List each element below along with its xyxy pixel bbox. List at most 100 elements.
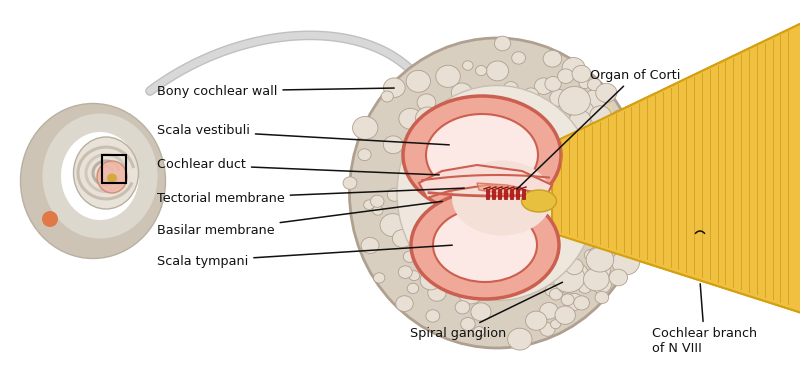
Polygon shape [477, 183, 522, 195]
Ellipse shape [587, 78, 601, 91]
Ellipse shape [358, 149, 371, 161]
Ellipse shape [387, 188, 402, 201]
Circle shape [611, 171, 618, 177]
Text: Spiral ganglion: Spiral ganglion [410, 282, 562, 340]
Circle shape [618, 237, 625, 244]
Ellipse shape [558, 86, 590, 115]
Ellipse shape [397, 86, 597, 300]
Ellipse shape [588, 143, 602, 156]
Polygon shape [557, 103, 612, 183]
Text: Cochlear branch
of N VIII: Cochlear branch of N VIII [652, 284, 757, 355]
Circle shape [597, 217, 601, 221]
Circle shape [562, 198, 568, 203]
Ellipse shape [574, 296, 590, 310]
Circle shape [657, 202, 665, 210]
Ellipse shape [620, 236, 645, 259]
Ellipse shape [578, 282, 591, 293]
Ellipse shape [534, 78, 553, 95]
Ellipse shape [564, 293, 583, 311]
Ellipse shape [74, 137, 138, 209]
Ellipse shape [612, 250, 639, 275]
Ellipse shape [494, 36, 510, 51]
Ellipse shape [610, 193, 642, 221]
Ellipse shape [545, 285, 558, 296]
Text: Tectorial membrane: Tectorial membrane [157, 188, 464, 205]
Ellipse shape [512, 52, 526, 64]
Ellipse shape [570, 110, 591, 129]
Ellipse shape [97, 161, 127, 193]
Circle shape [667, 247, 673, 252]
Ellipse shape [562, 58, 585, 78]
Ellipse shape [594, 191, 613, 208]
Circle shape [567, 210, 573, 216]
Text: Organ of Corti: Organ of Corti [517, 68, 680, 189]
Ellipse shape [635, 200, 652, 215]
Circle shape [606, 210, 613, 217]
Ellipse shape [591, 275, 611, 293]
Circle shape [605, 207, 613, 215]
Ellipse shape [399, 108, 422, 129]
Ellipse shape [587, 225, 602, 239]
Ellipse shape [586, 247, 614, 272]
Ellipse shape [508, 328, 532, 350]
Bar [503, 189, 506, 199]
Ellipse shape [555, 306, 575, 324]
Ellipse shape [42, 113, 158, 239]
Ellipse shape [584, 249, 597, 261]
Ellipse shape [370, 195, 384, 207]
Ellipse shape [461, 318, 475, 330]
Ellipse shape [610, 109, 634, 130]
Ellipse shape [426, 310, 440, 322]
Text: Scala tympani: Scala tympani [157, 245, 452, 267]
Ellipse shape [618, 223, 637, 240]
Ellipse shape [572, 65, 591, 83]
Ellipse shape [415, 107, 440, 129]
Ellipse shape [562, 96, 578, 111]
Ellipse shape [627, 198, 640, 210]
Circle shape [629, 223, 634, 228]
Ellipse shape [361, 237, 379, 254]
Ellipse shape [471, 303, 491, 321]
Ellipse shape [570, 101, 594, 123]
Ellipse shape [596, 173, 622, 196]
Ellipse shape [625, 230, 647, 251]
Ellipse shape [21, 103, 166, 259]
Ellipse shape [558, 69, 574, 83]
Ellipse shape [584, 90, 606, 110]
Ellipse shape [398, 266, 412, 278]
Bar [660, 0, 800, 386]
Ellipse shape [420, 271, 442, 290]
Ellipse shape [373, 206, 383, 215]
Ellipse shape [550, 320, 561, 329]
Ellipse shape [553, 264, 585, 292]
Ellipse shape [433, 208, 537, 282]
Circle shape [662, 88, 668, 94]
Circle shape [618, 219, 622, 223]
Ellipse shape [630, 155, 644, 168]
Ellipse shape [579, 79, 590, 89]
Ellipse shape [417, 94, 436, 111]
Ellipse shape [381, 91, 394, 102]
Ellipse shape [614, 174, 628, 186]
Circle shape [654, 86, 662, 94]
Ellipse shape [403, 96, 561, 214]
Text: Scala vestibuli: Scala vestibuli [157, 125, 450, 145]
Ellipse shape [503, 81, 518, 95]
Ellipse shape [589, 112, 606, 128]
Ellipse shape [588, 246, 610, 266]
Text: Basilar membrane: Basilar membrane [157, 201, 442, 237]
Ellipse shape [350, 38, 645, 348]
Ellipse shape [558, 279, 574, 293]
Ellipse shape [583, 268, 609, 291]
Ellipse shape [486, 61, 509, 81]
Ellipse shape [411, 191, 559, 299]
Ellipse shape [436, 65, 460, 87]
Circle shape [642, 139, 649, 145]
Ellipse shape [605, 235, 620, 249]
Bar [102, 155, 126, 183]
Ellipse shape [626, 161, 642, 175]
Circle shape [564, 189, 569, 194]
Ellipse shape [561, 294, 574, 306]
Ellipse shape [587, 126, 604, 141]
Ellipse shape [626, 178, 646, 198]
